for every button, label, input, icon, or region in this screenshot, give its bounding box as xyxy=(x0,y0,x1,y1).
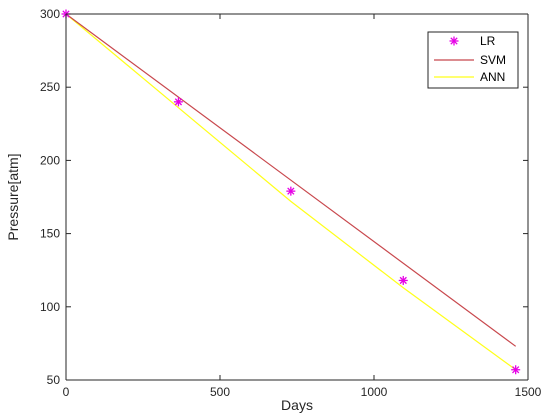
y-tick-label: 100 xyxy=(40,300,60,314)
legend-label-ann: ANN xyxy=(480,70,505,84)
legend-label-lr: LR xyxy=(480,34,496,48)
x-ticks: 0 500 1000 1500 xyxy=(63,14,542,399)
asterisk-stroke xyxy=(174,98,183,106)
y-axis-title: Pressure[atm] xyxy=(5,153,21,240)
series-point-lr xyxy=(173,97,183,107)
asterisk-stroke xyxy=(399,276,407,285)
x-tick-label: 1000 xyxy=(361,385,388,399)
asterisk-stroke xyxy=(512,366,520,374)
x-tick-label: 1500 xyxy=(515,385,542,399)
legend-lr-marker-icon xyxy=(449,36,459,46)
asterisk-stroke xyxy=(287,187,295,195)
series-point-lr xyxy=(511,365,521,375)
legend-lr-asterisk-icon xyxy=(449,36,459,46)
legend-item-svm: SVM xyxy=(434,53,506,67)
series-point-lr xyxy=(398,275,408,285)
legend: LR SVM ANN xyxy=(427,31,519,89)
series-layer xyxy=(61,9,521,375)
series-line-svm xyxy=(65,13,517,347)
legend-item-lr: LR xyxy=(449,34,496,48)
x-axis-title: Days xyxy=(281,397,313,413)
x-tick-label: 500 xyxy=(210,385,230,399)
y-ticks: 50 100 150 200 250 300 xyxy=(40,7,528,387)
y-tick-label: 50 xyxy=(47,373,61,387)
asterisk-stroke xyxy=(450,37,458,45)
y-tick-label: 200 xyxy=(40,153,60,167)
y-tick-label: 150 xyxy=(40,227,60,241)
axes xyxy=(65,13,529,381)
series-point-lr xyxy=(286,186,296,196)
y-tick-label: 250 xyxy=(40,80,60,94)
legend-item-ann: ANN xyxy=(434,70,505,84)
y-tick-label: 300 xyxy=(40,7,60,21)
x-tick-label: 0 xyxy=(63,385,70,399)
legend-label-svm: SVM xyxy=(480,53,506,67)
series-line-ann xyxy=(65,13,517,371)
